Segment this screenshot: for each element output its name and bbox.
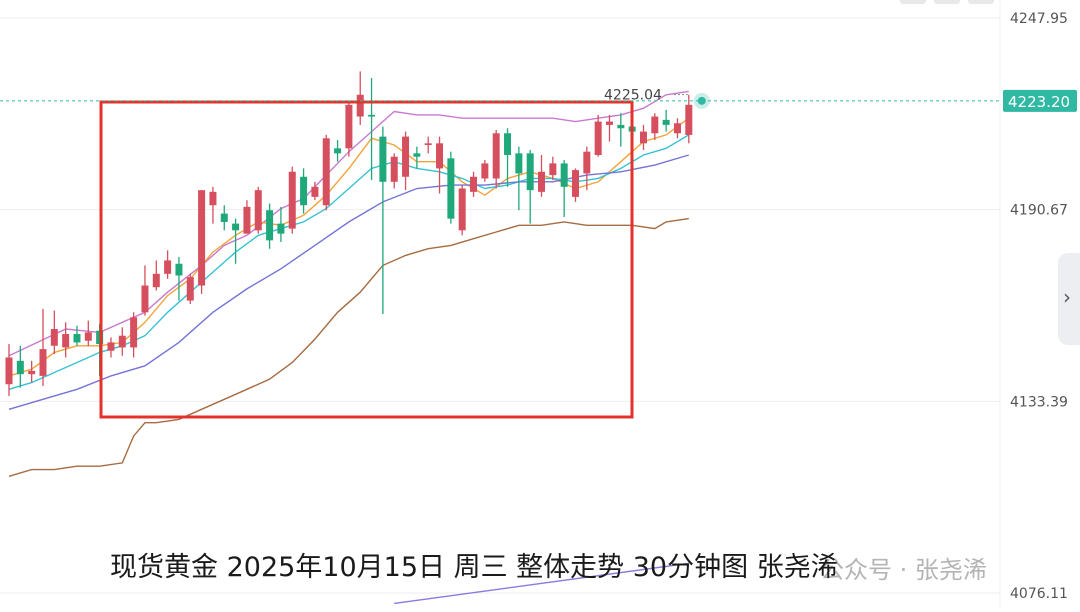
toolbar-button[interactable] [934, 0, 960, 4]
watermark: 公众号 · 张尧浠 [820, 556, 987, 584]
high-marker-label: 4225.04 [604, 88, 662, 104]
candle-body [504, 133, 512, 156]
candle-body [5, 357, 13, 385]
grid-lines [0, 17, 1000, 594]
bollinger-lower-line [8, 217, 689, 477]
ma-slow-line [8, 154, 689, 410]
candle-body [651, 116, 659, 134]
y-axis: 4247.95 4190.67 4133.39 4076.11 [999, 0, 1068, 608]
candle-body [311, 186, 319, 197]
candle-body [526, 153, 534, 191]
candle-body [220, 213, 228, 222]
candle-body [152, 273, 160, 288]
candle-body [594, 121, 602, 156]
candle-body [458, 188, 466, 231]
candle-body [28, 370, 36, 375]
candle-body [515, 153, 523, 174]
candle-body [322, 138, 330, 206]
candle-body [673, 123, 681, 134]
chart-caption: 现货黄金 2025年10月15日 周三 整体走势 30分钟图 张尧浠 [110, 552, 838, 583]
y-tick-label: 4190.67 [1010, 203, 1068, 219]
candle-body [16, 360, 24, 375]
y-tick-label: 4133.39 [1010, 394, 1068, 410]
candle-body [186, 277, 194, 301]
candle-body [617, 124, 625, 129]
candle-body [209, 191, 217, 206]
candle-body [538, 171, 546, 192]
candle-body [50, 329, 58, 346]
candle-body [73, 334, 81, 343]
candle-body [84, 332, 92, 341]
candle-body [39, 349, 47, 376]
candle-body [470, 176, 478, 192]
current-price-label: 4223.20 [1008, 93, 1070, 111]
candle-body [424, 143, 432, 145]
chevron-right-icon: › [1063, 285, 1071, 309]
candle-body [198, 190, 206, 286]
candle-body [492, 133, 500, 179]
highlight-box [99, 100, 634, 419]
candle-body [288, 171, 296, 229]
candle-body [164, 260, 172, 274]
candle-body [447, 158, 455, 219]
candle-body [379, 136, 387, 182]
candle-body [368, 114, 376, 117]
candle-body [572, 170, 579, 197]
price-markers: 4223.20 4225.04 [0, 88, 1077, 112]
candle-body [402, 136, 410, 177]
candle-body [605, 121, 613, 125]
candle-body [390, 156, 398, 182]
candle-body [62, 334, 70, 348]
candle-body [549, 163, 557, 176]
candle-body [232, 223, 240, 231]
toolbar-button[interactable] [900, 0, 926, 4]
candle-body [356, 94, 364, 117]
candle-body [685, 104, 693, 135]
candle-body [639, 131, 647, 144]
candle-body [175, 263, 183, 276]
candle-body [334, 148, 342, 154]
candle-body [266, 210, 274, 241]
candle-body [481, 163, 489, 179]
candle-body [583, 151, 591, 174]
current-price-badge [1003, 89, 1077, 112]
toolbar-button[interactable] [968, 0, 994, 4]
candle-body [277, 223, 285, 234]
candle-body [300, 176, 308, 206]
candle-body [560, 163, 568, 187]
candle-body [243, 206, 251, 234]
candle-body [345, 104, 353, 149]
candle-body [130, 317, 138, 348]
candle-body [436, 143, 444, 169]
candle-body [118, 335, 126, 348]
candle-body [662, 119, 670, 125]
y-tick-label: 4076.11 [1010, 586, 1068, 602]
trend-line-line [394, 562, 689, 605]
candle-body [107, 342, 115, 351]
current-price-dot [697, 96, 706, 105]
candle-body [254, 190, 262, 231]
y-tick-label: 4247.95 [1010, 11, 1068, 27]
side-panel-toggle[interactable]: › [1058, 253, 1080, 345]
candle-body [141, 285, 149, 313]
candle-body [413, 153, 421, 157]
